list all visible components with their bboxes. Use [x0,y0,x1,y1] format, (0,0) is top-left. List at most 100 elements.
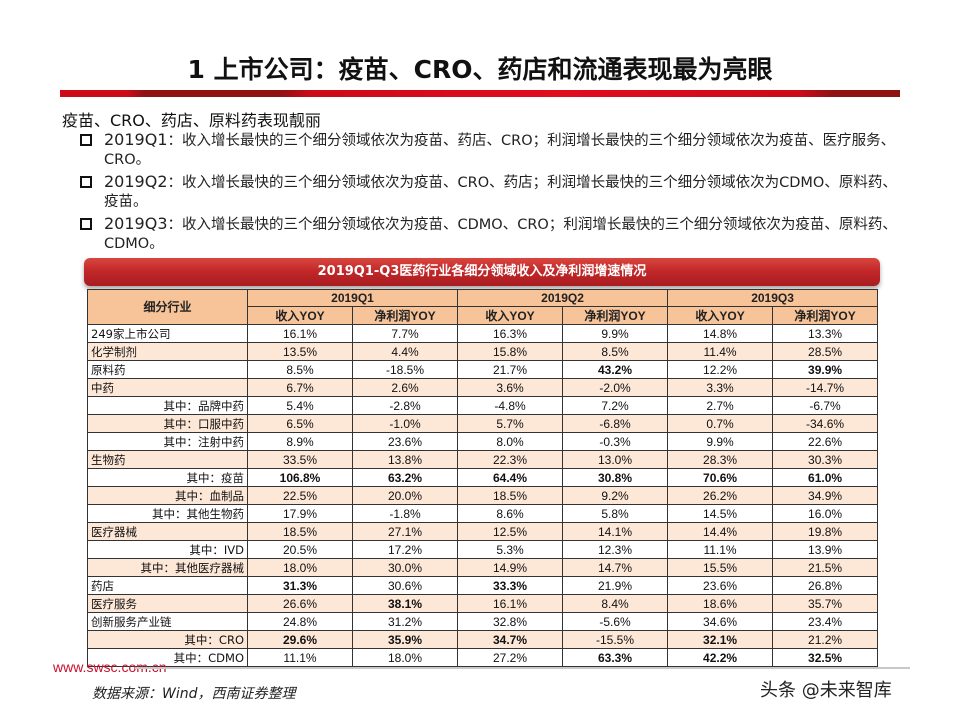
value-cell: 30.8% [562,468,669,487]
value-cell: 30.3% [772,450,879,469]
segment-name-cell: 医疗器械 [87,522,248,541]
value-cell: 6.5% [247,414,353,433]
value-cell: 14.7% [562,558,669,577]
value-cell: 13.3% [772,324,879,343]
value-cell: 70.6% [667,468,774,487]
value-cell: -1.0% [351,414,459,433]
growth-table: 细分行业 2019Q1 2019Q2 2019Q3 收入YOY 净利润YOY 收… [87,289,879,667]
value-cell: 13.9% [772,540,879,559]
value-cell: 8.4% [562,594,669,613]
brand-watermark: 头条 @未来智库 [760,680,892,701]
value-cell: 5.4% [247,396,353,415]
value-cell: 38.1% [351,594,459,613]
value-cell: 8.5% [247,360,353,379]
segment-name-cell: 药店 [87,576,248,595]
value-cell: 20.5% [247,540,353,559]
square-bullet-icon [80,134,92,146]
value-cell: 39.9% [772,360,879,379]
bullet-item-q1: 2019Q1：收入增长最快的三个细分领域依次为疫苗、药店、CRO；利润增长最快的… [78,130,898,170]
value-cell: 5.7% [457,414,564,433]
value-cell: 21.9% [562,576,669,595]
value-cell: 14.5% [667,504,774,523]
value-cell: 34.6% [667,612,774,631]
value-cell: 8.6% [457,504,564,523]
value-cell: 26.6% [247,594,353,613]
value-cell: 4.4% [351,342,459,361]
segment-name-cell: 医疗服务 [87,594,248,613]
value-cell: 14.1% [562,522,669,541]
value-cell: 3.3% [667,378,774,397]
footer-divider [135,667,910,669]
table-row: 其中：CDMO 11.1% 18.0% 27.2% 63.3% 42.2% 32.5% [87,648,879,667]
value-cell: 7.7% [351,324,459,343]
value-cell: 11.4% [667,342,774,361]
table-row: 药店 31.3% 30.6% 33.3% 21.9% 23.6% 26.8% [87,576,879,595]
value-cell: 106.8% [247,468,353,487]
segment-name-cell: 中药 [87,378,248,397]
value-cell: 23.6% [667,576,774,595]
value-cell: 63.2% [351,468,459,487]
table-row: 中药 6.7% 2.6% 3.6% -2.0% 3.3% -14.7% [87,378,879,397]
metric-header: 收入YOY [457,306,564,325]
value-cell: 17.9% [247,504,353,523]
value-cell: 30.0% [351,558,459,577]
table-body: 249家上市公司 16.1% 7.7% 16.3% 9.9% 14.8% 13.3% 化学制剂… [87,324,879,667]
table-row: 医疗器械 18.5% 27.1% 12.5% 14.1% 14.4% 19.8% [87,522,879,541]
value-cell: 22.6% [772,432,879,451]
table-row: 其中：疫苗 106.8% 63.2% 64.4% 30.8% 70.6% 61.0% [87,468,879,487]
metric-header: 收入YOY [667,306,774,325]
value-cell: 26.8% [772,576,879,595]
value-cell: 42.2% [667,648,774,667]
value-cell: 30.6% [351,576,459,595]
table-row: 化学制剂 13.5% 4.4% 15.8% 8.5% 11.4% 28.5% [87,342,879,361]
value-cell: 7.2% [562,396,669,415]
segment-name-cell: 其中：CDMO [87,648,248,667]
value-cell: -5.6% [562,612,669,631]
segment-name-cell: 其中：品牌中药 [87,396,248,415]
value-cell: -34.6% [772,414,879,433]
value-cell: 14.4% [667,522,774,541]
value-cell: 5.3% [457,540,564,559]
value-cell: -2.8% [351,396,459,415]
value-cell: 13.8% [351,450,459,469]
value-cell: 9.9% [562,324,669,343]
bullet-item-q2: 2019Q2：收入增长最快的三个细分领域依次为疫苗、CRO、药店；利润增长最快的… [78,172,898,212]
value-cell: 28.3% [667,450,774,469]
table-row: 249家上市公司 16.1% 7.7% 16.3% 9.9% 14.8% 13.3% [87,324,879,343]
value-cell: 18.0% [351,648,459,667]
value-cell: 35.7% [772,594,879,613]
value-cell: 18.0% [247,558,353,577]
segment-name-cell: 创新服务产业链 [87,612,248,631]
value-cell: 9.9% [667,432,774,451]
segment-name-cell: 249家上市公司 [87,324,248,343]
value-cell: 27.2% [457,648,564,667]
value-cell: 16.1% [457,594,564,613]
value-cell: -2.0% [562,378,669,397]
value-cell: -1.8% [351,504,459,523]
value-cell: 34.9% [772,486,879,505]
metric-header: 净利润YOY [562,306,669,325]
value-cell: 31.2% [351,612,459,631]
table-row: 其中：血制品 22.5% 20.0% 18.5% 9.2% 26.2% 34.9% [87,486,879,505]
value-cell: 6.7% [247,378,353,397]
value-cell: 0.7% [667,414,774,433]
segment-column-header: 细分行业 [87,289,248,325]
value-cell: 16.1% [247,324,353,343]
value-cell: 17.2% [351,540,459,559]
table-row: 其中：口服中药 6.5% -1.0% 5.7% -6.8% 0.7% -34.6% [87,414,879,433]
value-cell: 8.0% [457,432,564,451]
section-subtitle: 疫苗、CRO、药店、原料药表现靓丽 [62,111,321,130]
value-cell: 64.4% [457,468,564,487]
data-source-note: 数据来源：Wind，西南证券整理 [92,686,296,702]
value-cell: 20.0% [351,486,459,505]
value-cell: 21.5% [772,558,879,577]
value-cell: 15.8% [457,342,564,361]
value-cell: 12.3% [562,540,669,559]
value-cell: 2.7% [667,396,774,415]
value-cell: 19.8% [772,522,879,541]
table-row: 其中：IVD 20.5% 17.2% 5.3% 12.3% 11.1% 13.9% [87,540,879,559]
value-cell: 13.5% [247,342,353,361]
bullet-period: 2019Q1 [104,130,168,149]
square-bullet-icon [80,218,92,230]
value-cell: 16.0% [772,504,879,523]
